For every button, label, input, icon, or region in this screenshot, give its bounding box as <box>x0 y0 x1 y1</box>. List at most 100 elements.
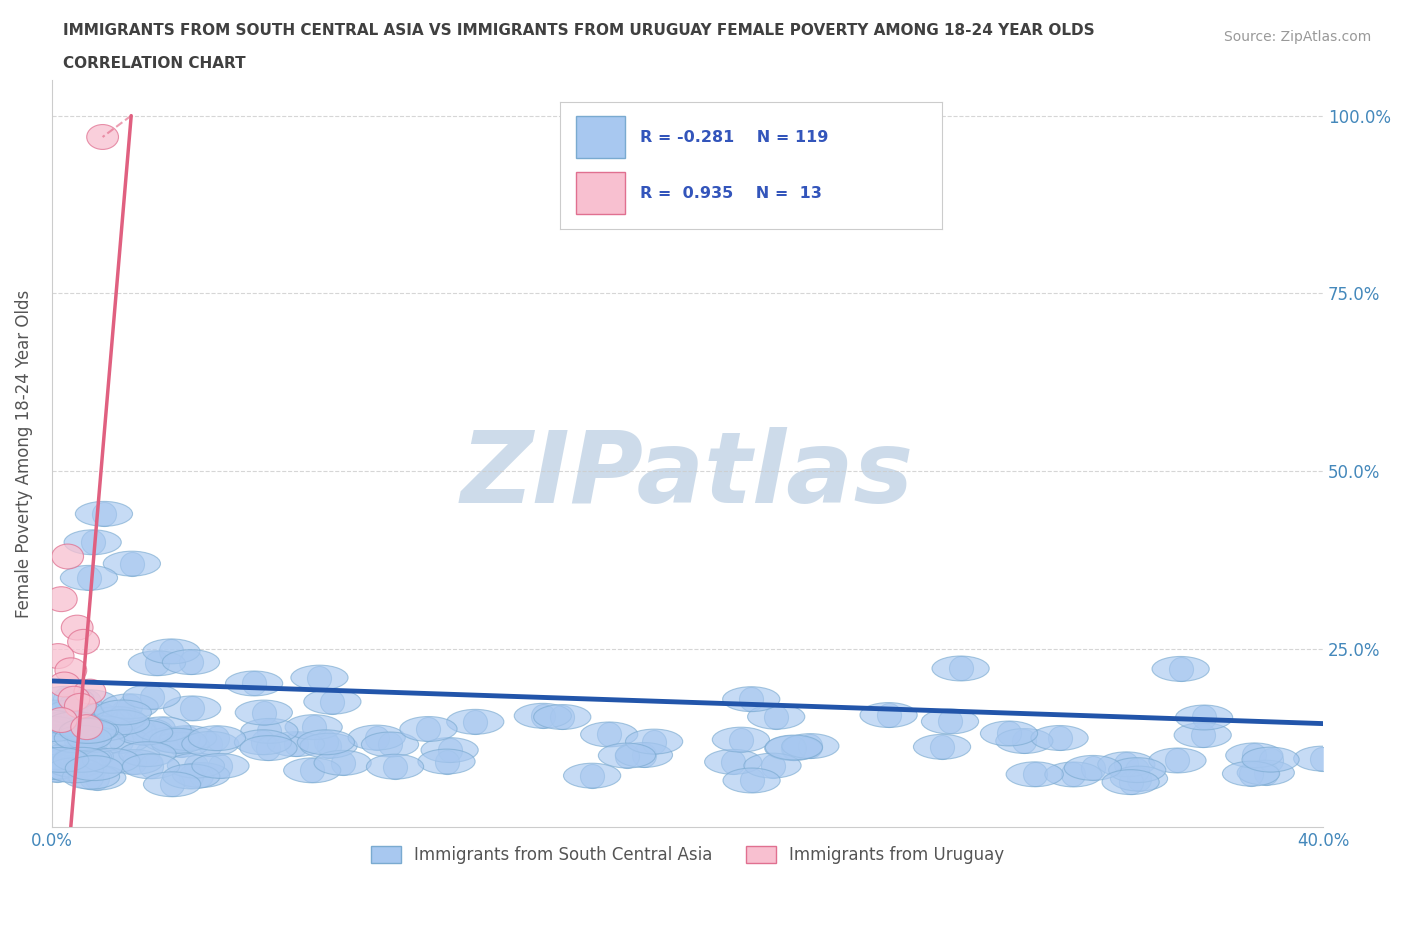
Point <box>939 714 962 729</box>
Point <box>118 698 141 713</box>
Ellipse shape <box>134 717 191 742</box>
Ellipse shape <box>765 735 823 760</box>
Ellipse shape <box>599 743 655 768</box>
Ellipse shape <box>46 752 104 777</box>
Point <box>110 715 132 730</box>
Point <box>77 706 100 721</box>
Point <box>1024 767 1046 782</box>
Ellipse shape <box>42 644 75 669</box>
Point <box>551 710 574 724</box>
Point <box>782 740 804 755</box>
Point <box>86 770 108 785</box>
Point <box>253 705 276 720</box>
Point <box>45 750 67 764</box>
Ellipse shape <box>93 710 149 735</box>
Ellipse shape <box>25 716 83 741</box>
Ellipse shape <box>37 686 94 711</box>
Ellipse shape <box>128 651 186 676</box>
Ellipse shape <box>60 701 117 725</box>
Point <box>167 734 190 749</box>
Ellipse shape <box>70 715 103 739</box>
Ellipse shape <box>1108 758 1166 782</box>
Ellipse shape <box>75 679 105 704</box>
Point <box>1126 763 1149 777</box>
Ellipse shape <box>159 725 217 751</box>
Ellipse shape <box>94 700 152 724</box>
Ellipse shape <box>297 730 354 755</box>
Ellipse shape <box>167 753 225 778</box>
Ellipse shape <box>65 756 122 780</box>
Point <box>141 689 163 704</box>
Ellipse shape <box>367 754 423 779</box>
Point <box>1119 775 1142 790</box>
Point <box>1115 757 1137 772</box>
Point <box>63 717 86 732</box>
Ellipse shape <box>616 742 672 767</box>
Point <box>1191 727 1213 742</box>
Point <box>252 735 274 750</box>
Ellipse shape <box>115 720 173 745</box>
Point <box>181 701 204 716</box>
Point <box>83 761 105 776</box>
Ellipse shape <box>447 710 503 735</box>
Point <box>65 728 87 743</box>
Ellipse shape <box>361 732 419 757</box>
Point <box>77 724 100 738</box>
Point <box>1128 771 1150 786</box>
Point <box>643 734 665 749</box>
Ellipse shape <box>235 730 291 754</box>
Ellipse shape <box>55 745 111 770</box>
Point <box>44 752 66 767</box>
Ellipse shape <box>1098 751 1154 777</box>
Ellipse shape <box>67 727 125 752</box>
Point <box>284 737 307 751</box>
Ellipse shape <box>45 708 77 733</box>
Point <box>1166 753 1188 768</box>
Point <box>418 722 440 737</box>
Point <box>45 763 67 777</box>
Ellipse shape <box>1152 657 1209 682</box>
Ellipse shape <box>67 630 100 655</box>
Ellipse shape <box>515 703 571 728</box>
Ellipse shape <box>1222 762 1279 786</box>
Ellipse shape <box>723 686 780 711</box>
Ellipse shape <box>914 735 970 759</box>
Point <box>315 735 337 750</box>
Point <box>633 748 655 763</box>
Point <box>44 705 66 720</box>
Ellipse shape <box>25 754 83 779</box>
Ellipse shape <box>122 754 180 778</box>
Ellipse shape <box>1237 760 1295 785</box>
Point <box>184 758 207 773</box>
Ellipse shape <box>240 719 298 743</box>
Point <box>949 661 972 676</box>
Ellipse shape <box>713 727 769 752</box>
Ellipse shape <box>163 696 221 721</box>
Ellipse shape <box>31 748 89 772</box>
Point <box>1243 748 1265 763</box>
Point <box>136 747 159 762</box>
Ellipse shape <box>173 763 229 788</box>
Point <box>721 754 744 769</box>
Point <box>177 731 200 746</box>
Point <box>169 737 191 752</box>
Ellipse shape <box>235 700 292 725</box>
Point <box>63 763 86 777</box>
Point <box>531 709 554 724</box>
Ellipse shape <box>1064 755 1122 780</box>
Ellipse shape <box>932 656 990 681</box>
Point <box>72 750 94 764</box>
Ellipse shape <box>120 742 176 766</box>
Point <box>42 722 65 737</box>
Ellipse shape <box>188 725 246 751</box>
Point <box>63 704 86 719</box>
Point <box>1240 766 1263 781</box>
Ellipse shape <box>980 721 1038 746</box>
Ellipse shape <box>62 718 118 742</box>
Point <box>49 752 72 767</box>
Ellipse shape <box>25 700 83 725</box>
Ellipse shape <box>240 736 297 761</box>
Ellipse shape <box>60 565 118 591</box>
Ellipse shape <box>399 716 457 741</box>
Ellipse shape <box>291 665 349 690</box>
